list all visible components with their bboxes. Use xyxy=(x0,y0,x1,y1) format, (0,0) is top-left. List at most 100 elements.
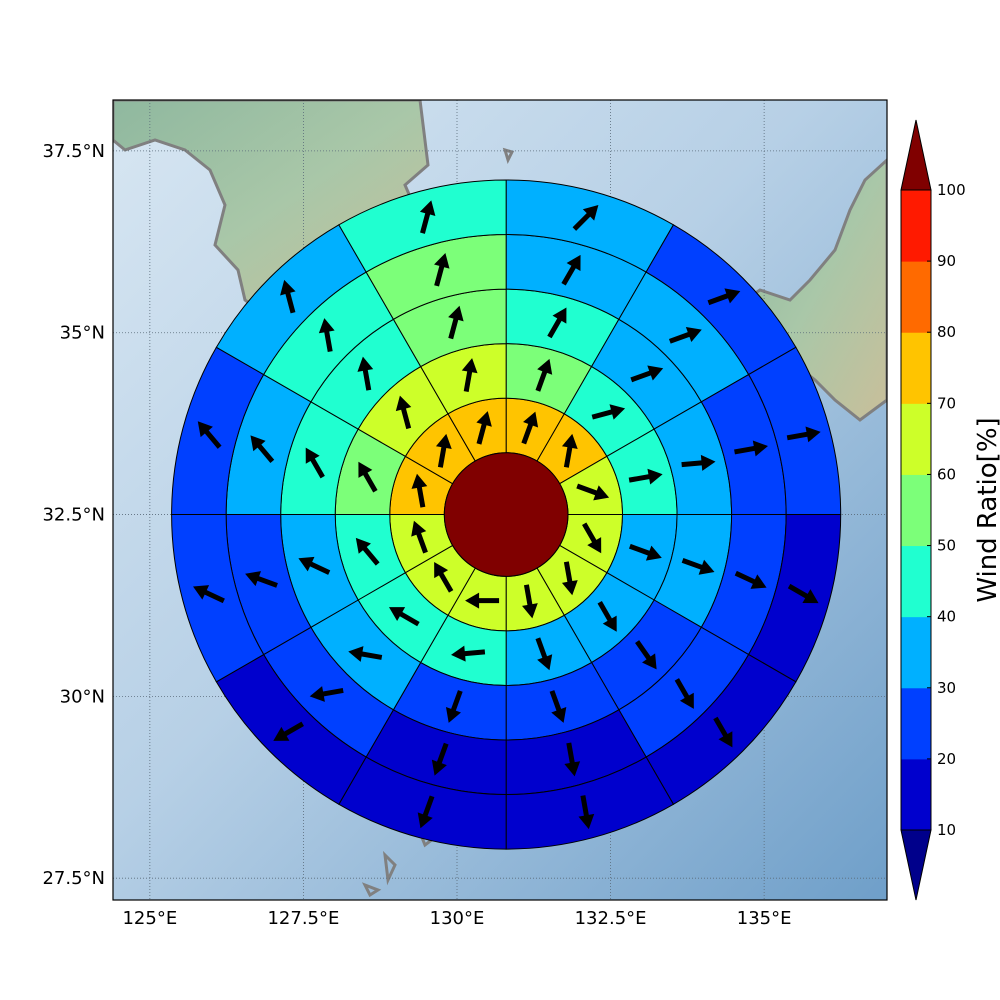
wind-arrow xyxy=(431,742,449,776)
colorbar-frame xyxy=(900,189,932,831)
wind-arrow xyxy=(549,690,567,723)
wind-arrow xyxy=(0,0,8,16)
wind-arrow xyxy=(434,561,454,593)
wind-arrows xyxy=(0,0,821,830)
wind-arrow xyxy=(358,461,378,493)
wind-arrow xyxy=(628,468,663,485)
wind-arrow xyxy=(564,742,581,777)
wind-arrow xyxy=(734,440,768,457)
wind-arrow xyxy=(522,584,538,619)
wind-arrow xyxy=(628,543,662,561)
wind-arrow xyxy=(707,288,741,306)
wind-arrow xyxy=(713,716,733,748)
lon-tick-label: 127.5°E xyxy=(267,908,339,929)
colorbar-tick-label: 60 xyxy=(937,465,956,483)
wind-arrow xyxy=(461,358,478,392)
wind-arrow xyxy=(435,433,452,468)
wind-arrow xyxy=(582,522,602,554)
colorbar: 10 20 30 40 50 60 70 80 90 100 xyxy=(900,119,966,901)
colorbar-tick-label: 100 xyxy=(937,181,966,199)
colorbar-tick-label: 40 xyxy=(937,608,956,626)
wind-arrow xyxy=(630,365,664,383)
wind-arrow xyxy=(388,607,420,627)
center-cell xyxy=(443,452,569,577)
wind-arrow xyxy=(465,592,500,609)
lat-tick-label: 27.5°N xyxy=(42,868,105,889)
wind-arrow xyxy=(0,0,8,16)
wind-arrow xyxy=(419,200,436,234)
wind-arrow xyxy=(357,356,374,391)
colorbar-segment xyxy=(901,545,931,618)
wind-arrow xyxy=(0,0,8,16)
wind-arrow xyxy=(0,0,8,16)
colorbar-tick-label: 70 xyxy=(937,394,956,412)
wind-arrow xyxy=(355,537,380,566)
colorbar-tick-label: 10 xyxy=(937,821,956,839)
wind-arrow xyxy=(734,570,767,589)
wind-arrow xyxy=(535,358,553,392)
wind-arrow xyxy=(572,205,599,231)
colorbar-segment xyxy=(901,190,931,262)
wind-arrow xyxy=(280,279,296,314)
lat-tick-label: 37.5°N xyxy=(42,141,105,162)
colorbar-under-extension xyxy=(900,829,932,901)
colorbar-segment xyxy=(901,332,931,404)
wind-arrow xyxy=(411,473,428,508)
colorbar-segment xyxy=(901,261,931,333)
wind-arrow xyxy=(0,0,8,16)
colorbar-label: Wind Ratio[%] xyxy=(973,417,1000,602)
wind-arrow xyxy=(597,601,617,632)
wind-arrow xyxy=(578,795,595,830)
colorbar-tick-label: 20 xyxy=(937,750,956,768)
colorbar-segment xyxy=(901,616,931,689)
wind-arrow xyxy=(635,640,657,670)
lat-tick-label: 30°N xyxy=(60,686,105,707)
wind-arrow xyxy=(681,558,715,575)
map-frame xyxy=(112,99,888,901)
wind-arrow xyxy=(681,454,716,471)
colorbar-over-extension xyxy=(900,119,932,191)
wind-arrow xyxy=(0,0,8,16)
colorbar-tick-label: 80 xyxy=(937,323,956,341)
wind-arrow xyxy=(451,645,486,662)
wind-arrow xyxy=(561,561,578,596)
wind-arrow xyxy=(668,326,702,344)
wind-arrow xyxy=(250,435,275,463)
wind-arrow xyxy=(0,0,8,16)
wind-arrow xyxy=(576,483,610,501)
lon-tick-label: 135°E xyxy=(737,908,792,929)
lon-tick-label: 130°E xyxy=(430,908,485,929)
wind-arrow xyxy=(535,637,553,671)
wind-arrow xyxy=(787,583,819,604)
longitude-ticks: 125°E 127.5°E 130°E 132.5°E 135°E xyxy=(122,908,791,929)
wind-arrow xyxy=(561,433,578,468)
wind-arrow xyxy=(318,318,335,353)
colorbar-tick-label: 50 xyxy=(937,537,956,555)
wind-arrow xyxy=(305,447,325,479)
wind-arrow xyxy=(521,411,539,445)
wind-arrow xyxy=(0,0,8,16)
wind-arrow xyxy=(273,721,304,741)
colorbar-tick-label: 90 xyxy=(937,252,956,270)
lat-tick-label: 32.5°N xyxy=(42,505,105,526)
colorbar-segment xyxy=(901,758,931,831)
wind-arrow xyxy=(476,411,492,445)
wind-arrow xyxy=(786,426,821,443)
latitude-ticks: 37.5°N 35°N 32.5°N 30°N 27.5°N xyxy=(42,141,105,889)
wind-arrow xyxy=(547,307,567,339)
colorbar-segment xyxy=(901,474,931,547)
wind-arrow xyxy=(591,404,626,420)
wind-arrow xyxy=(448,305,464,340)
lat-tick-label: 35°N xyxy=(60,323,105,344)
wind-arrow xyxy=(0,0,8,16)
wind-arrow xyxy=(445,690,463,723)
wind-arrow xyxy=(0,0,8,16)
colorbar-segment xyxy=(901,403,931,475)
wind-arrow xyxy=(0,0,8,16)
wind-arrow xyxy=(561,254,581,286)
wind-arrow xyxy=(434,253,450,287)
wind-arrow xyxy=(674,678,694,709)
lon-tick-label: 125°E xyxy=(122,908,177,929)
wind-arrow xyxy=(245,571,278,588)
